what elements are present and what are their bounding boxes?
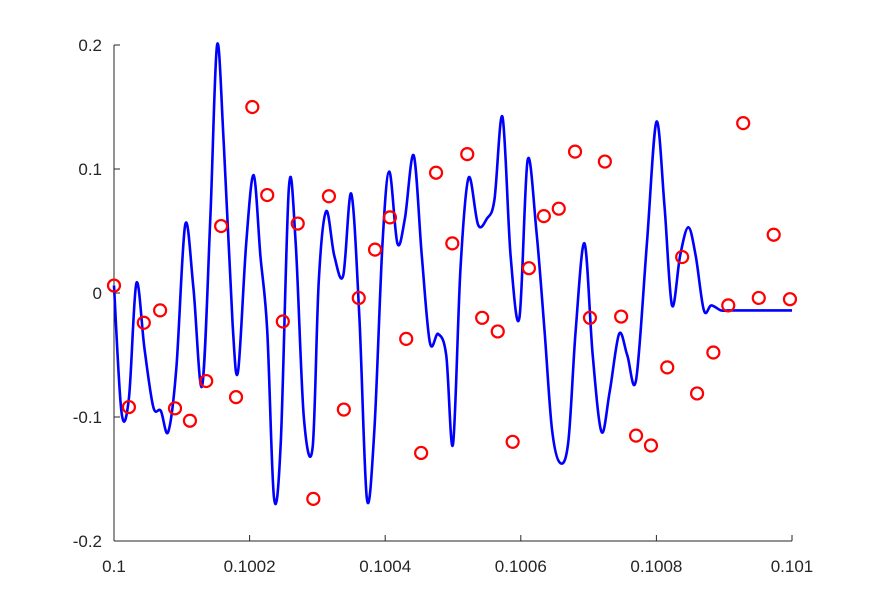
sample-marker <box>536 209 551 224</box>
x-tick-label: 0.1002 <box>224 557 276 576</box>
sample-marker <box>766 227 781 242</box>
sample-marker <box>306 491 321 506</box>
signal-line <box>112 42 792 506</box>
sample-marker <box>721 298 736 313</box>
sample-marker <box>782 292 798 307</box>
sample-marker <box>199 373 214 389</box>
sample-marker <box>614 309 629 324</box>
sample-marker <box>290 216 305 231</box>
sample-marker <box>382 210 398 225</box>
x-tick-label: 0.1006 <box>495 557 547 576</box>
sample-marker <box>260 187 275 203</box>
x-tick-label: 0.101 <box>771 557 814 576</box>
sample-marker <box>582 310 598 325</box>
sample-markers <box>106 99 798 506</box>
sample-marker <box>445 236 460 251</box>
sample-marker <box>275 314 290 329</box>
sample-marker <box>167 401 183 416</box>
sample-marker <box>351 290 366 306</box>
sample-marker <box>460 147 475 162</box>
sample-marker <box>367 242 383 257</box>
y-tick-label: 0.1 <box>78 160 102 179</box>
y-tick-label: 0 <box>93 284 102 303</box>
sample-marker <box>751 290 766 306</box>
x-axis-ticks: 0.1 0.1002 0.1004 0.1006 0.1008 0.101 <box>102 535 813 576</box>
y-axis-ticks: 0.2 0.1 0 -0.1 -0.2 <box>73 36 120 551</box>
y-tick-label: -0.1 <box>73 408 102 427</box>
y-tick-label: -0.2 <box>73 532 102 551</box>
sample-marker <box>121 399 137 415</box>
sample-marker <box>475 310 490 325</box>
sample-marker <box>106 278 122 293</box>
sample-marker <box>245 99 260 115</box>
sample-marker <box>736 116 751 131</box>
sample-marker <box>597 154 612 169</box>
sample-marker <box>567 144 583 159</box>
sample-marker <box>321 189 337 204</box>
sample-marker <box>428 165 444 180</box>
y-tick-label: 0.2 <box>78 36 102 55</box>
sample-marker <box>414 445 429 461</box>
sample-marker <box>675 249 690 265</box>
sample-marker <box>660 360 675 375</box>
sample-marker <box>490 324 505 339</box>
x-tick-label: 0.1008 <box>630 557 682 576</box>
sample-marker <box>214 218 229 234</box>
sample-marker <box>399 331 414 346</box>
sample-marker <box>153 303 168 318</box>
sample-marker <box>136 315 151 330</box>
sample-marker <box>336 402 351 417</box>
sample-marker <box>689 386 705 401</box>
x-tick-label: 0.1 <box>102 557 126 576</box>
sample-marker <box>521 261 537 276</box>
sample-marker <box>228 390 244 405</box>
sample-marker <box>628 428 644 443</box>
sample-marker <box>706 345 721 360</box>
x-tick-label: 0.1004 <box>359 557 411 576</box>
sample-marker <box>643 438 659 453</box>
sample-marker <box>182 413 198 428</box>
sample-marker <box>551 201 566 216</box>
sample-marker <box>505 434 520 449</box>
